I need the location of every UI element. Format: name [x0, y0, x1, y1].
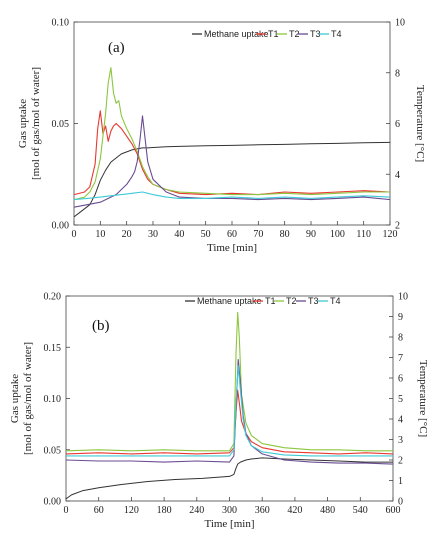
x-tick-label: 110 [356, 229, 371, 240]
legend-label: T3 [308, 296, 319, 306]
legend-label: Methane uptake [204, 29, 269, 39]
legend: Methane uptake T1 T2 T3 T4 [192, 29, 342, 39]
y-right-tick-label: 6 [398, 374, 403, 385]
x-tick-label: 120 [124, 505, 139, 516]
y-right-tick-label: 4 [398, 415, 403, 426]
y-right-tick-label: 2 [395, 221, 400, 232]
legend: Methane uptake T1 T2 T3 T4 [185, 296, 341, 306]
y-left-tick-label: 0.20 [44, 292, 62, 303]
y-left-tick-label: 0.00 [44, 497, 62, 508]
y-right-tick-label: 10 [395, 18, 405, 29]
y-left-tick-label: 0.10 [52, 18, 70, 29]
y-right-tick-label: 7 [398, 353, 403, 364]
x-tick-label: 90 [306, 229, 316, 240]
chart-panel-b: 0 60 120 180 240 300 360 420 480 540 6000.000.050.… [9, 292, 429, 531]
legend-label: T1 [268, 29, 279, 39]
x-tick-label: 180 [157, 505, 172, 516]
plot-frame [65, 295, 394, 502]
legend-label: Methane uptake [197, 296, 262, 306]
legend-label: T4 [331, 29, 342, 39]
y-right-tick-label: 5 [398, 394, 403, 405]
legend-label: T3 [310, 29, 321, 39]
y-right-tick-label: 0 [398, 497, 403, 508]
y-left-axis-label: Gas uptake [17, 99, 29, 148]
x-tick-label: 100 [330, 229, 345, 240]
y-left-tick-label: 0.05 [52, 119, 70, 130]
x-tick-label: 40 [174, 229, 184, 240]
series-line-methane-uptake [65, 457, 393, 500]
series-line-t3 [73, 115, 391, 208]
series-line-t2 [73, 67, 390, 201]
x-tick-label: 600 [386, 505, 401, 516]
y-left-tick-label: 0.10 [44, 394, 62, 405]
y-right-tick-label: 8 [395, 68, 400, 79]
legend-label: T1 [265, 296, 276, 306]
x-tick-label: 0 [72, 229, 77, 240]
y-right-tick-label: 6 [395, 119, 400, 130]
series-line-t3 [65, 358, 394, 465]
y-left-tick-label: 0.15 [44, 343, 62, 354]
panel-label: (a) [108, 40, 125, 56]
chart-panel-a: 0 10 20 30 40 50 60 70 80 90 100 110 120 0.00 0.05 0.10… [17, 18, 426, 255]
y-left-axis-label: Gas uptake [9, 374, 21, 423]
series-line-t1 [73, 110, 391, 196]
series-line-methane-uptake [73, 141, 391, 218]
x-tick-label: 0 [64, 505, 69, 516]
series-line-t4 [66, 365, 393, 457]
panel-label: (b) [92, 318, 110, 334]
y-left-axis-label-units: [mol of gas/mol of water] [22, 342, 34, 455]
x-axis-label: Time [min] [207, 242, 257, 254]
x-tick-label: 10 [95, 229, 105, 240]
x-axis-label: Time [min] [204, 518, 254, 530]
y-right-tick-label: 2 [398, 456, 403, 467]
y-right-tick-label: 10 [398, 292, 408, 303]
y-right-tick-label: 4 [395, 170, 400, 181]
x-tick-label: 60 [227, 229, 237, 240]
x-tick-label: 240 [189, 505, 204, 516]
x-tick-label: 540 [353, 505, 368, 516]
y-right-axis-label: Temperature [°C] [417, 360, 429, 437]
x-tick-label: 360 [255, 505, 270, 516]
y-left-axis-label-units: [mol of gas/mol of water] [30, 67, 42, 180]
y-right-tick-label: 1 [398, 476, 403, 487]
x-tick-label: 70 [253, 229, 263, 240]
y-left-tick-label: 0.00 [52, 221, 70, 232]
y-right-tick-label: 9 [398, 312, 403, 323]
y-left-tick-label: 0.05 [44, 445, 62, 456]
x-tick-label: 420 [287, 505, 302, 516]
series-line-t2 [65, 311, 393, 452]
legend-label: T4 [330, 296, 341, 306]
x-tick-label: 120 [383, 229, 398, 240]
legend-label: T2 [289, 29, 300, 39]
x-tick-label: 80 [280, 229, 290, 240]
y-right-axis-label: Temperature [°C] [414, 85, 426, 162]
x-tick-label: 300 [222, 505, 237, 516]
x-tick-label: 30 [148, 229, 158, 240]
x-tick-label: 50 [201, 229, 211, 240]
y-right-tick-label: 3 [398, 435, 403, 446]
x-tick-label: 20 [122, 229, 132, 240]
series-line-t1 [65, 389, 394, 455]
x-tick-label: 60 [94, 505, 104, 516]
x-tick-label: 480 [320, 505, 335, 516]
series-line-t4 [73, 191, 391, 201]
y-right-tick-label: 8 [398, 333, 403, 344]
legend-label: T2 [286, 296, 297, 306]
